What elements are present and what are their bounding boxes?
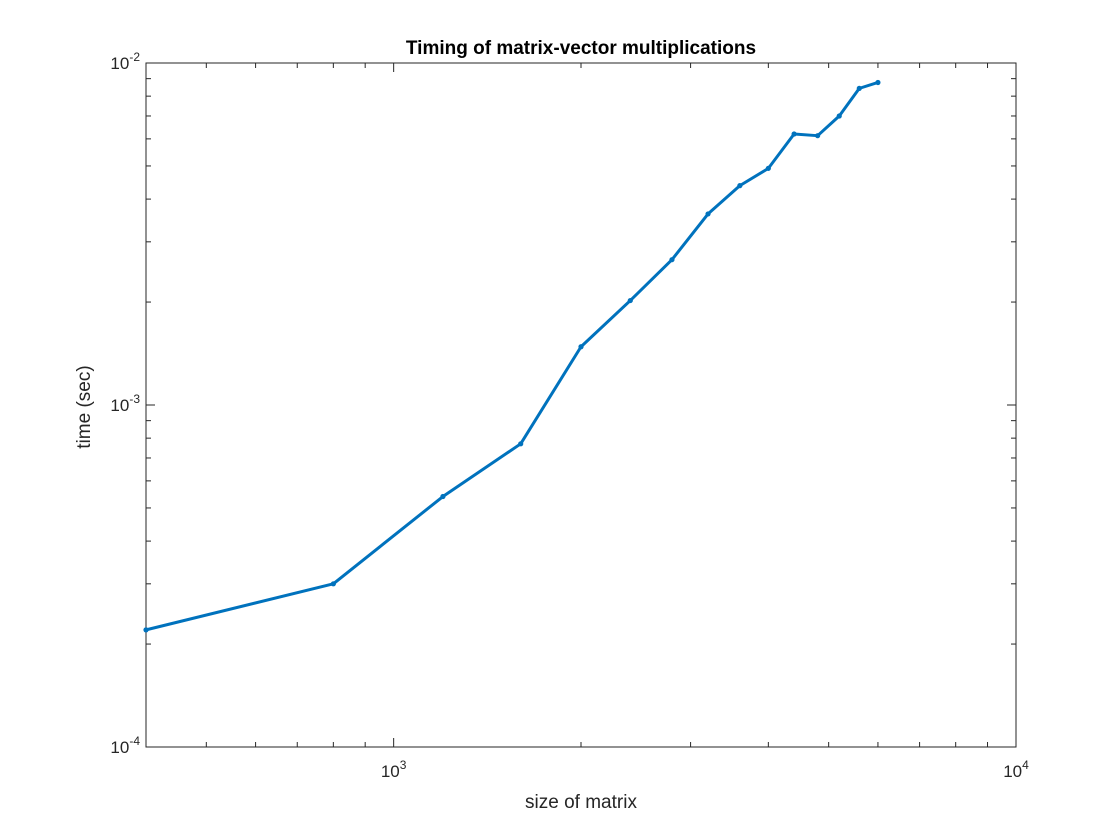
x-tick-label: 104 bbox=[1003, 758, 1029, 781]
data-point bbox=[765, 165, 771, 171]
data-point bbox=[669, 257, 675, 263]
data-point bbox=[836, 113, 842, 119]
data-point bbox=[627, 297, 633, 304]
data-point bbox=[815, 133, 821, 139]
x-axis-label: size of matrix bbox=[525, 792, 637, 813]
y-tick-label: 10-3 bbox=[110, 392, 140, 415]
y-tick-label: 10-4 bbox=[110, 734, 140, 757]
data-point bbox=[791, 131, 797, 137]
plot-axes: 103 104 10-4 10-3 10-2 bbox=[110, 50, 1029, 781]
data-point bbox=[705, 211, 711, 217]
y-tick-label: 10-2 bbox=[110, 50, 140, 73]
data-point bbox=[330, 581, 336, 587]
chart-title: Timing of matrix-vector multiplications bbox=[406, 38, 756, 59]
y-axis-label: time (sec) bbox=[74, 365, 95, 448]
data-point bbox=[875, 79, 881, 86]
data-point bbox=[440, 493, 446, 500]
data-point bbox=[578, 344, 584, 350]
x-tick-label: 103 bbox=[381, 758, 407, 781]
data-point bbox=[518, 441, 524, 447]
data-point bbox=[856, 85, 862, 91]
data-point bbox=[143, 627, 149, 633]
data-point bbox=[737, 183, 743, 189]
